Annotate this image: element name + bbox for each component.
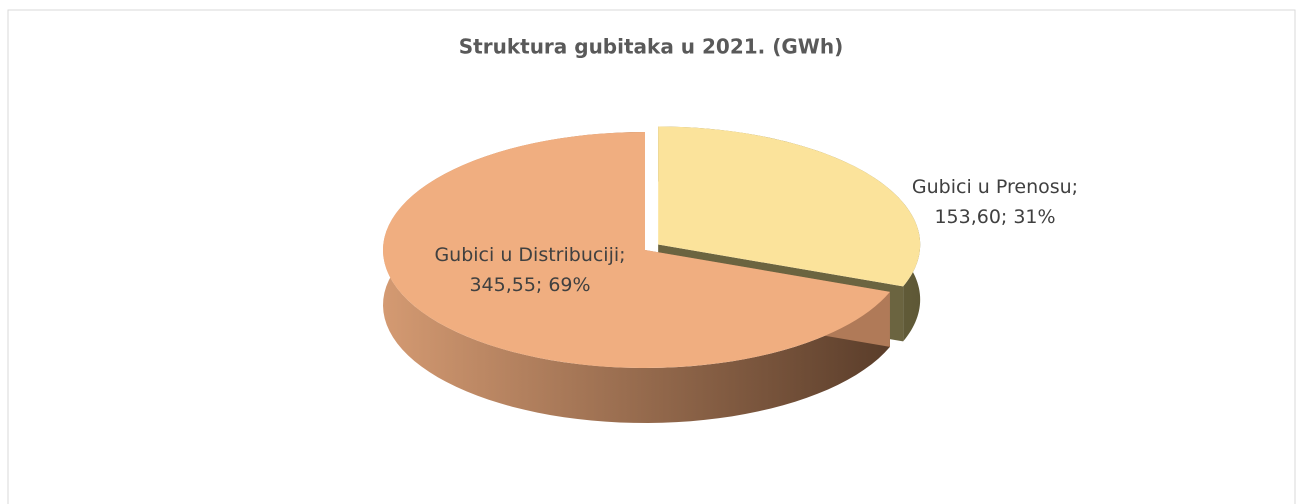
pie-slice xyxy=(383,132,890,369)
label-separator: ; xyxy=(536,274,542,296)
label-category: Gubici u Prenosu xyxy=(912,176,1072,198)
label-value: 345,55 xyxy=(469,274,535,296)
label-category: Gubici u Distribuciji xyxy=(434,244,619,266)
label-percent: 31% xyxy=(1013,206,1055,228)
label-separator: ; xyxy=(619,244,625,266)
data-label: Gubici u Distribuciji; xyxy=(434,244,625,266)
pie-slice xyxy=(658,126,921,287)
data-label: Gubici u Prenosu; xyxy=(912,176,1078,198)
label-percent: 69% xyxy=(548,274,590,296)
label-value: 153,60 xyxy=(934,206,1000,228)
data-label: 153,60; 31% xyxy=(934,206,1055,228)
chart-title: Struktura gubitaka u 2021. (GWh) xyxy=(459,35,843,59)
data-label: 345,55; 69% xyxy=(469,274,590,296)
label-separator: ; xyxy=(1072,176,1078,198)
label-separator: ; xyxy=(1001,206,1007,228)
